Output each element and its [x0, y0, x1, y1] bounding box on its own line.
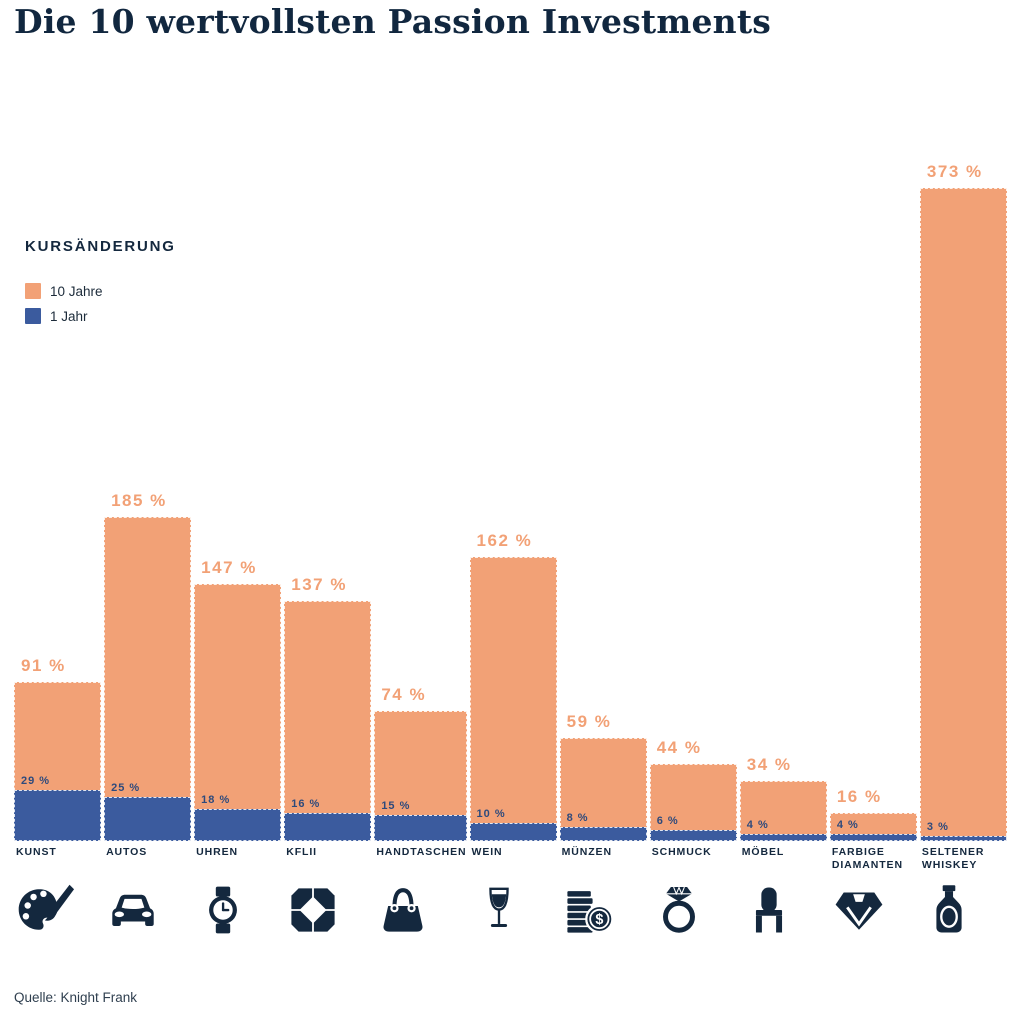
value-label-10y-kunst: 91 %	[21, 656, 66, 675]
bar-group-moebel: 34 % 4 %	[739, 159, 827, 841]
whiskey-bottle-icon	[920, 877, 1007, 941]
bar-1y-autos	[104, 797, 192, 841]
bar-10y-muenzen	[559, 738, 647, 841]
palette-icon	[14, 877, 101, 941]
bar-1y-moebel	[739, 834, 827, 841]
value-label-1y-uhren: 18 %	[201, 794, 231, 806]
bar-10y-schmuck	[649, 764, 737, 841]
value-label-1y-autos: 25 %	[111, 782, 141, 794]
value-label-10y-uhren: 147 %	[201, 558, 257, 577]
bar-1y-handtaschen	[374, 815, 467, 841]
bar-group-kflii: 137 % 16 %	[284, 159, 372, 841]
bar-1y-farbige-diamanten	[829, 834, 917, 841]
category-label-moebel: MÖBEL	[741, 846, 785, 858]
value-label-1y-kunst: 29 %	[21, 775, 51, 787]
bar-group-schmuck: 44 % 6 %	[649, 159, 737, 841]
value-label-1y-seltener-whiskey: 3 %	[926, 821, 949, 833]
bar-group-muenzen: 59 % 8 %	[559, 159, 647, 841]
category-label-uhren: UHREN	[196, 846, 238, 858]
bar-group-wein: 162 % 10 %	[469, 159, 557, 841]
coins-icon: $	[560, 877, 647, 941]
legend-heading: KURSÄNDERUNG	[25, 238, 176, 255]
bar-1y-wein	[469, 823, 557, 841]
bar-group-kunst: 91 % 29 %	[14, 159, 102, 841]
value-label-10y-wein: 162 %	[476, 531, 533, 550]
chair-icon	[740, 877, 827, 941]
bar-10y-wein	[469, 557, 557, 841]
bar-1y-schmuck	[649, 830, 737, 841]
bar-1y-muenzen	[559, 827, 647, 841]
legend-label-10-jahre: 10 Jahre	[50, 283, 103, 299]
category-label-autos: AUTOS	[106, 846, 148, 858]
bar-10y-autos	[104, 517, 192, 841]
bar-1y-kflii	[284, 813, 372, 841]
bar-group-uhren: 147 % 18 %	[194, 159, 282, 841]
value-label-10y-autos: 185 %	[111, 491, 167, 510]
bar-10y-seltener-whiskey	[919, 188, 1007, 841]
category-label-handtaschen: HANDTASCHEN	[376, 846, 467, 858]
kflii-pattern-icon	[284, 877, 371, 941]
ring-icon	[650, 877, 737, 941]
handbag-icon	[374, 877, 466, 941]
bar-10y-kflii	[284, 601, 372, 841]
diamond-icon	[830, 877, 917, 941]
value-label-10y-farbige-diamanten: 16 %	[836, 787, 882, 806]
value-label-1y-muenzen: 8 %	[566, 812, 589, 824]
value-label-1y-schmuck: 6 %	[656, 815, 679, 827]
bar-1y-seltener-whiskey	[919, 836, 1007, 841]
legend-item-10-jahre: 10 Jahre	[25, 283, 176, 299]
value-label-1y-handtaschen: 15 %	[381, 800, 411, 812]
legend-swatch-1-jahr-icon	[25, 308, 41, 324]
category-label-kunst: KUNST	[16, 846, 57, 858]
legend-item-1-jahr: 1 Jahr	[25, 308, 176, 324]
value-label-1y-kflii: 16 %	[291, 798, 321, 810]
legend: KURSÄNDERUNG 10 Jahre 1 Jahr	[25, 238, 176, 333]
wine-glass-icon	[470, 877, 557, 941]
category-label-muenzen: MÜNZEN	[561, 846, 612, 858]
bar-group-autos: 185 % 25 %	[104, 159, 192, 841]
category-label-seltener-whiskey: SELTENER WHISKEY	[921, 846, 985, 872]
category-label-wein: WEIN	[471, 846, 503, 858]
value-label-10y-muenzen: 59 %	[566, 712, 612, 731]
value-label-10y-moebel: 34 %	[746, 755, 792, 774]
category-label-schmuck: SCHMUCK	[651, 846, 712, 858]
bar-group-seltener-whiskey: 373 % 3 %	[919, 159, 1007, 841]
watch-icon	[194, 877, 281, 941]
value-label-10y-kflii: 137 %	[291, 575, 347, 594]
bar-group-farbige-diamanten: 16 % 4 %	[829, 159, 917, 841]
bar-group-handtaschen: 74 % 15 %	[374, 159, 467, 841]
value-label-1y-farbige-diamanten: 4 %	[836, 819, 859, 831]
value-label-10y-seltener-whiskey: 373 %	[926, 162, 983, 181]
page-title: Die 10 wertvollsten Passion Investments	[14, 2, 772, 41]
legend-label-1-jahr: 1 Jahr	[50, 308, 88, 324]
value-label-10y-schmuck: 44 %	[656, 738, 702, 757]
category-label-farbige-diamanten: FARBIGE DIAMANTEN	[831, 846, 903, 872]
category-label-kflii: KFLII	[286, 846, 317, 858]
bar-1y-kunst	[14, 790, 102, 841]
bar-10y-uhren	[194, 584, 282, 841]
car-icon	[104, 877, 191, 941]
bar-1y-uhren	[194, 809, 282, 841]
bar-10y-moebel	[739, 781, 827, 841]
svg-text:$: $	[595, 912, 603, 928]
value-label-10y-handtaschen: 74 %	[381, 685, 427, 704]
value-label-1y-moebel: 4 %	[746, 819, 769, 831]
legend-swatch-10-jahre-icon	[25, 283, 41, 299]
value-label-1y-wein: 10 %	[476, 808, 506, 820]
source-note: Quelle: Knight Frank	[14, 990, 138, 1005]
chart: 91 % 29 % 185 % 25 % 147 % 18 % 137 % 16 % 74 % 1…	[14, 159, 1007, 941]
